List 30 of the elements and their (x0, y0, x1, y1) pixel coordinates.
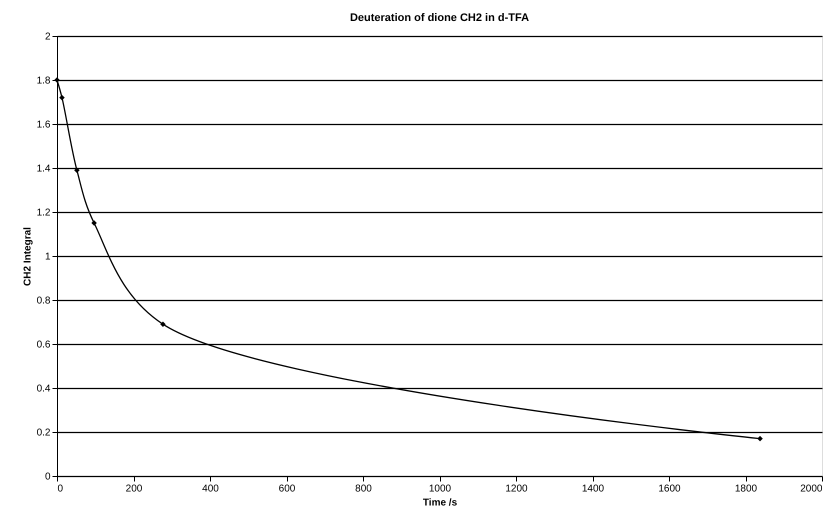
point (74, 167, 80, 173)
x-tick-label: 200 (126, 484, 143, 494)
x-tick-label: 1800 (734, 484, 758, 494)
y-tick-label: 0.4 (36, 384, 51, 394)
x-tick-label: 0 (58, 484, 64, 494)
y-tick-label: 0.6 (36, 340, 51, 350)
y-tick-label: 0.8 (36, 296, 51, 306)
y-tick-label: 1.6 (36, 120, 51, 130)
y-tick-label: 1.2 (36, 208, 51, 218)
y-tick-label: 1 (44, 252, 51, 262)
x-tick-label: 1400 (582, 484, 605, 494)
point (59, 94, 65, 100)
y-tick-label: 1.8 (36, 76, 51, 86)
x-axis-title: Time /s (422, 498, 458, 508)
y-tick-label: 0.2 (36, 428, 51, 438)
x-tick-label: 1200 (505, 484, 528, 494)
y-tick-label: 2 (44, 32, 51, 42)
x-tick-label: 400 (202, 484, 220, 494)
y-tick-label: 0 (44, 472, 51, 482)
x-tick-label: 800 (355, 484, 372, 494)
x-tick-label: 1600 (658, 484, 682, 494)
x-tick-label: 600 (278, 484, 296, 494)
point (160, 321, 166, 327)
x-tick-label: 2000 (800, 484, 823, 494)
y-axis-title: CH2 Integral (22, 226, 34, 286)
x-tick-label: 1000 (428, 484, 452, 494)
chart-title: Deuteration of dione CH2 in d-TFA (350, 12, 530, 24)
point (757, 436, 763, 442)
y-tick-label: 1.4 (36, 164, 51, 174)
point (91, 220, 97, 226)
